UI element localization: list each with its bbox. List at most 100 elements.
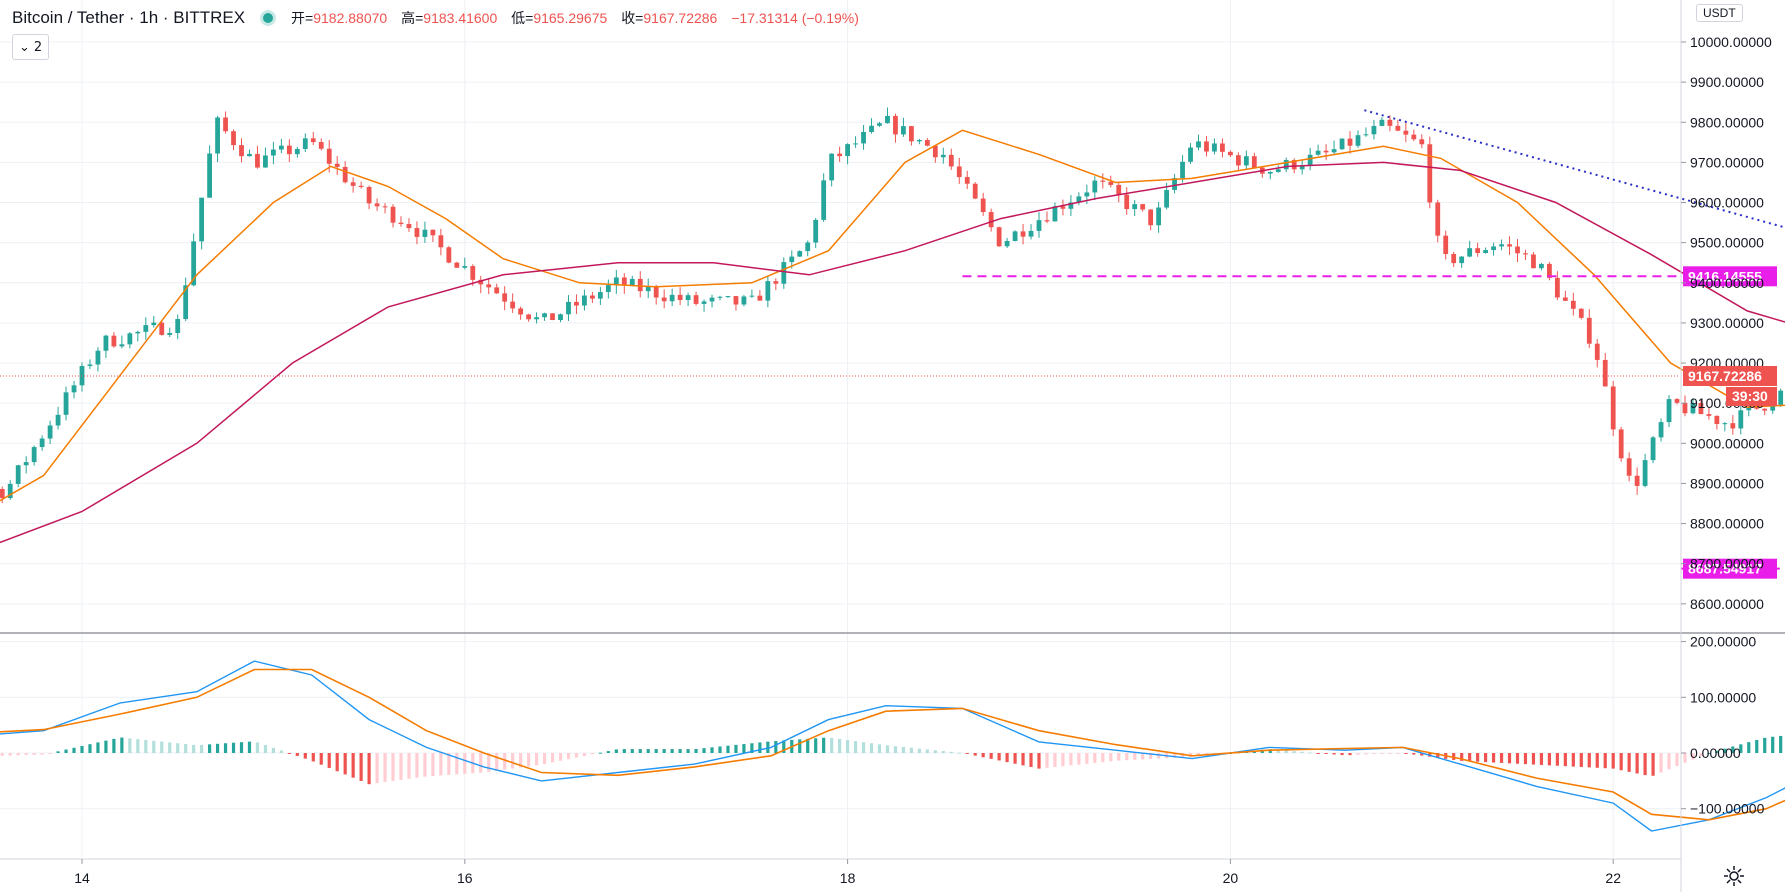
candle-body bbox=[159, 322, 165, 335]
candle-body bbox=[55, 414, 61, 426]
macd-histogram-bar bbox=[766, 741, 770, 753]
macd-histogram-bar bbox=[311, 753, 315, 762]
candle-body bbox=[1754, 406, 1760, 409]
macd-histogram-bar bbox=[1380, 753, 1384, 754]
macd-histogram-bar bbox=[1101, 753, 1105, 763]
candle-body bbox=[1650, 437, 1656, 461]
macd-histogram-bar bbox=[1276, 749, 1280, 753]
candle-body bbox=[1164, 189, 1169, 208]
candle-body bbox=[1188, 147, 1193, 162]
candle-body bbox=[1323, 150, 1329, 153]
countdown-badge bbox=[1726, 386, 1777, 406]
macd-histogram-bar bbox=[1739, 744, 1743, 753]
candle-body bbox=[63, 392, 69, 415]
macd-histogram-bar bbox=[574, 753, 579, 758]
macd-histogram-bar bbox=[80, 745, 84, 753]
price-tick-label: 9300.00000 bbox=[1690, 315, 1764, 331]
candle-body bbox=[837, 153, 843, 157]
candle-body bbox=[1586, 317, 1592, 344]
candle-body bbox=[773, 281, 779, 284]
macd-histogram-bar bbox=[949, 751, 953, 753]
candle-body bbox=[1507, 244, 1512, 247]
macd-histogram-bar bbox=[1763, 737, 1767, 753]
macd-histogram-bar bbox=[343, 753, 347, 775]
candle-body bbox=[1331, 149, 1337, 153]
macd-histogram-bar bbox=[367, 753, 371, 785]
candle-body bbox=[1411, 134, 1417, 140]
candle-body bbox=[932, 145, 938, 158]
change-value: −17.31314 (−0.19%) bbox=[731, 10, 859, 26]
candle-body bbox=[829, 153, 835, 181]
macd-histogram-bar bbox=[1707, 753, 1711, 754]
macd-histogram-bar bbox=[718, 746, 722, 753]
candle-body bbox=[550, 313, 555, 321]
candle-body bbox=[95, 350, 101, 365]
candle-body bbox=[239, 145, 244, 157]
price-tick-label: 10000.00000 bbox=[1690, 34, 1772, 50]
candle-body bbox=[0, 488, 5, 499]
candle-body bbox=[1403, 130, 1409, 135]
macd-histogram-bar bbox=[239, 742, 244, 753]
candle-body bbox=[765, 281, 771, 301]
candle-body bbox=[1180, 161, 1185, 179]
candle-body bbox=[582, 295, 587, 306]
candle-body bbox=[542, 313, 547, 318]
candle-body bbox=[1618, 429, 1624, 459]
candle-body bbox=[1100, 180, 1106, 182]
macd-histogram-bar bbox=[287, 753, 291, 754]
candle-body bbox=[1523, 253, 1528, 255]
chevron-down-icon: ⌄ bbox=[19, 39, 30, 55]
candle-body bbox=[845, 144, 850, 157]
candle-body bbox=[199, 197, 205, 242]
macd-histogram-bar bbox=[327, 753, 331, 768]
candle-body bbox=[111, 335, 117, 347]
macd-histogram-bar bbox=[566, 753, 571, 760]
candle-body bbox=[326, 148, 332, 164]
macd-histogram-bar bbox=[383, 753, 387, 783]
candle-body bbox=[135, 331, 141, 334]
candle-body bbox=[1674, 399, 1680, 403]
macd-histogram-bar bbox=[1332, 753, 1336, 755]
candle-body bbox=[1299, 165, 1305, 170]
candle-body bbox=[1084, 192, 1090, 197]
candle-body bbox=[526, 314, 531, 320]
candle-body bbox=[757, 295, 763, 301]
gear-icon[interactable] bbox=[1722, 864, 1746, 888]
candle-body bbox=[901, 126, 906, 135]
candle-body bbox=[1132, 204, 1138, 210]
candle-body bbox=[1738, 410, 1744, 429]
macd-histogram-bar bbox=[1691, 753, 1695, 760]
macd-histogram-bar bbox=[495, 753, 499, 771]
macd-histogram-bar bbox=[534, 753, 539, 766]
candle-body bbox=[741, 296, 747, 305]
chart-header: Bitcoin / Tether · 1h · BITTREX 开=9182.8… bbox=[0, 0, 1400, 36]
candle-body bbox=[31, 447, 37, 463]
macd-histogram-bar bbox=[861, 742, 866, 753]
macd-histogram-bar bbox=[853, 741, 858, 753]
indicators-toggle-button[interactable]: ⌄ 2 bbox=[12, 34, 50, 60]
macd-histogram-bar bbox=[1340, 753, 1344, 756]
candle-body bbox=[183, 285, 189, 320]
candle-body bbox=[1419, 139, 1425, 145]
candle-body bbox=[1539, 263, 1544, 269]
macd-histogram-bar bbox=[1085, 753, 1089, 764]
macd-histogram-bar bbox=[359, 753, 363, 781]
candle-body bbox=[1068, 202, 1074, 209]
candle-body bbox=[1291, 160, 1297, 170]
candle-body bbox=[677, 294, 683, 300]
candle-body bbox=[1228, 151, 1233, 156]
macd-histogram-bar bbox=[598, 752, 602, 754]
candle-body bbox=[1435, 202, 1441, 236]
candle-body bbox=[494, 287, 500, 294]
macd-histogram-bar bbox=[1077, 753, 1081, 765]
candle-body bbox=[574, 301, 579, 306]
symbol-title[interactable]: Bitcoin / Tether · 1h · BITTREX bbox=[12, 8, 246, 27]
candle-body bbox=[590, 295, 595, 299]
candle-body bbox=[175, 319, 181, 334]
macd-histogram-bar bbox=[88, 744, 92, 753]
macd-histogram-bar bbox=[40, 753, 44, 755]
currency-unit-badge[interactable]: USDT bbox=[1696, 4, 1743, 22]
macd-histogram-bar bbox=[1603, 753, 1607, 769]
candle-body bbox=[286, 145, 292, 155]
